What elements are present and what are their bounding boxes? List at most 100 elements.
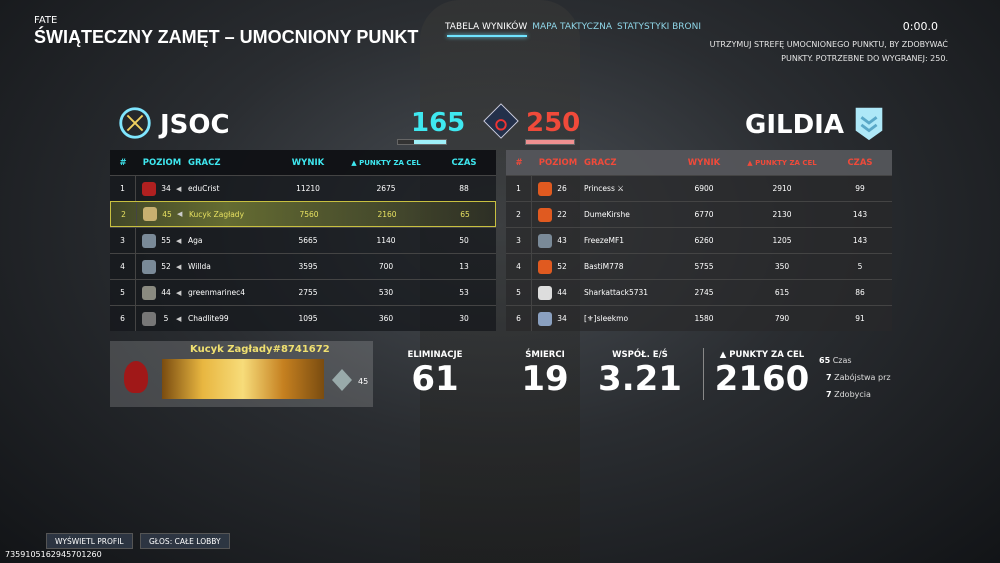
table-row[interactable]: 4 52 ◀ Willda 3595 700 13 bbox=[110, 253, 496, 279]
mode-label: FATE bbox=[34, 15, 58, 26]
player-card[interactable]: Kucyk Zagłady#8741672 45 bbox=[110, 341, 373, 407]
jsoc-progress-bar bbox=[397, 139, 447, 145]
row-objective: 790 bbox=[774, 314, 790, 323]
col-level: POZIOM bbox=[538, 157, 578, 168]
row-objective: 2910 bbox=[772, 184, 792, 193]
player-banner bbox=[162, 359, 324, 399]
row-level: 44 bbox=[557, 288, 567, 297]
player-card-name: Kucyk Zagłady#8741672 bbox=[190, 344, 330, 355]
speaker-icon[interactable]: ◀ bbox=[176, 236, 182, 245]
row-player[interactable]: BastiM778 bbox=[584, 262, 624, 271]
row-level: 45 bbox=[162, 209, 172, 219]
table-row[interactable]: 2 22 DumeKirshe 6770 2130 143 bbox=[506, 201, 892, 227]
row-rank: 2 bbox=[506, 202, 532, 227]
stat-objective: ▲ PUNKTY ZA CEL 2160 bbox=[710, 350, 814, 398]
row-time: 5 bbox=[857, 262, 863, 271]
row-score: 6770 bbox=[694, 210, 714, 219]
row-objective: 1205 bbox=[772, 236, 792, 245]
table-row[interactable]: 3 55 ◀ Aga 5665 1140 50 bbox=[110, 227, 496, 253]
table-row[interactable]: 5 44 ◀ greenmarinec4 2755 530 53 bbox=[110, 279, 496, 305]
row-objective: 530 bbox=[378, 288, 394, 297]
row-player[interactable]: Chadlite99 bbox=[188, 314, 229, 323]
table-row[interactable]: 4 52 BastiM778 5755 350 5 bbox=[506, 253, 892, 279]
row-level: 43 bbox=[557, 236, 567, 245]
speaker-icon[interactable]: ◀ bbox=[176, 288, 182, 297]
tab-tactical-map[interactable]: MAPA TAKTYCZNA bbox=[532, 22, 613, 32]
row-level: 52 bbox=[161, 262, 171, 271]
voice-lobby-button[interactable]: GŁOS: CAŁE LOBBY bbox=[140, 533, 230, 549]
col-player: GRACZ bbox=[188, 157, 221, 168]
table-row[interactable]: 2 45 ◀ Kucyk Zagłady 7560 2160 65 bbox=[110, 201, 496, 227]
row-player[interactable]: Princess ⚔ bbox=[584, 184, 624, 193]
row-rank: 4 bbox=[110, 254, 136, 279]
gildia-emblem-icon bbox=[855, 107, 883, 141]
col-rank: # bbox=[119, 157, 127, 168]
row-player[interactable]: Willda bbox=[188, 262, 211, 271]
tab-weapon-stats[interactable]: STATYSTYKI BRONI bbox=[617, 22, 702, 32]
row-score: 1580 bbox=[694, 314, 714, 323]
row-player[interactable]: Kucyk Zagłady bbox=[189, 209, 245, 219]
table-row[interactable]: 6 5 ◀ Chadlite99 1095 360 30 bbox=[110, 305, 496, 331]
row-player[interactable]: eduCrist bbox=[188, 184, 220, 193]
row-time: 143 bbox=[852, 210, 868, 219]
rank-badge-icon bbox=[538, 285, 552, 300]
speaker-icon[interactable]: ◀ bbox=[176, 262, 182, 271]
row-level: 52 bbox=[557, 262, 567, 271]
objective-icon: ▲ bbox=[747, 158, 756, 167]
col-level: POZIOM bbox=[142, 157, 182, 168]
row-level: 44 bbox=[161, 288, 171, 297]
tab-scoreboard[interactable]: TABELA WYNIKÓW bbox=[445, 22, 528, 32]
row-rank: 6 bbox=[110, 306, 136, 331]
stat-value: 3.21 bbox=[598, 359, 682, 399]
row-rank: 4 bbox=[506, 254, 532, 279]
table-row[interactable]: 6 34 [⚜]sleekmo 1580 790 91 bbox=[506, 305, 892, 331]
row-score: 1095 bbox=[298, 314, 318, 323]
row-level: 55 bbox=[161, 236, 171, 245]
row-level: 5 bbox=[163, 314, 169, 323]
row-score: 11210 bbox=[296, 184, 320, 193]
objective-breakdown: 65 Czas 7 Zabójstwa prz 7 Zdobycia bbox=[819, 352, 891, 403]
speaker-icon[interactable]: ◀ bbox=[176, 184, 182, 193]
row-player[interactable]: Sharkattack5731 bbox=[584, 288, 649, 297]
rank-badge-icon bbox=[142, 285, 156, 300]
row-rank: 5 bbox=[506, 280, 532, 305]
rank-badge-icon bbox=[538, 233, 552, 248]
row-player[interactable]: [⚜]sleekmo bbox=[584, 314, 629, 323]
row-rank: 3 bbox=[506, 228, 532, 253]
row-score: 3595 bbox=[298, 262, 318, 271]
breakdown-item: 7 Zabójstwa prz bbox=[826, 373, 891, 382]
row-player[interactable]: Aga bbox=[188, 236, 203, 245]
jsoc-scoreboard-table: # POZIOM GRACZ WYNIK ▲ PUNKTY ZA CEL CZA… bbox=[110, 150, 496, 331]
row-time: 65 bbox=[460, 209, 470, 219]
table-row[interactable]: 1 34 ◀ eduCrist 11210 2675 88 bbox=[110, 175, 496, 201]
stat-label: PUNKTY ZA CEL bbox=[729, 350, 805, 360]
row-level: 26 bbox=[557, 184, 567, 193]
table-row[interactable]: 5 44 Sharkattack5731 2745 615 86 bbox=[506, 279, 892, 305]
speaker-icon[interactable]: ◀ bbox=[176, 314, 182, 323]
stat-kills: ELIMINACJE 61 bbox=[400, 350, 470, 398]
row-score: 6260 bbox=[694, 236, 714, 245]
rank-heart-icon bbox=[124, 361, 148, 393]
row-objective: 700 bbox=[378, 262, 394, 271]
row-player[interactable]: DumeKirshe bbox=[584, 210, 630, 219]
row-objective: 2160 bbox=[377, 209, 397, 219]
row-score: 7560 bbox=[299, 209, 319, 219]
stat-label: ŚMIERCI bbox=[525, 350, 565, 360]
row-score: 5665 bbox=[298, 236, 318, 245]
match-timer: 0:00.0 bbox=[902, 20, 938, 33]
row-objective: 615 bbox=[774, 288, 790, 297]
row-rank: 1 bbox=[110, 176, 136, 201]
level-badge-icon bbox=[332, 369, 352, 391]
stat-kd: WSPÓŁ. E/Ś 3.21 bbox=[590, 350, 690, 398]
col-score: WYNIK bbox=[291, 157, 325, 168]
col-objective: PUNKTY ZA CEL bbox=[755, 158, 817, 167]
rank-badge-icon bbox=[142, 181, 156, 196]
row-player[interactable]: greenmarinec4 bbox=[188, 288, 245, 297]
row-score: 5755 bbox=[694, 262, 714, 271]
table-row[interactable]: 3 43 FreezeMF1 6260 1205 143 bbox=[506, 227, 892, 253]
row-player[interactable]: FreezeMF1 bbox=[584, 236, 625, 245]
view-profile-button[interactable]: WYŚWIETL PROFIL bbox=[46, 533, 133, 549]
speaker-icon[interactable]: ◀ bbox=[177, 210, 183, 218]
rank-badge-icon bbox=[538, 207, 552, 222]
table-row[interactable]: 1 26 Princess ⚔ 6900 2910 99 bbox=[506, 175, 892, 201]
